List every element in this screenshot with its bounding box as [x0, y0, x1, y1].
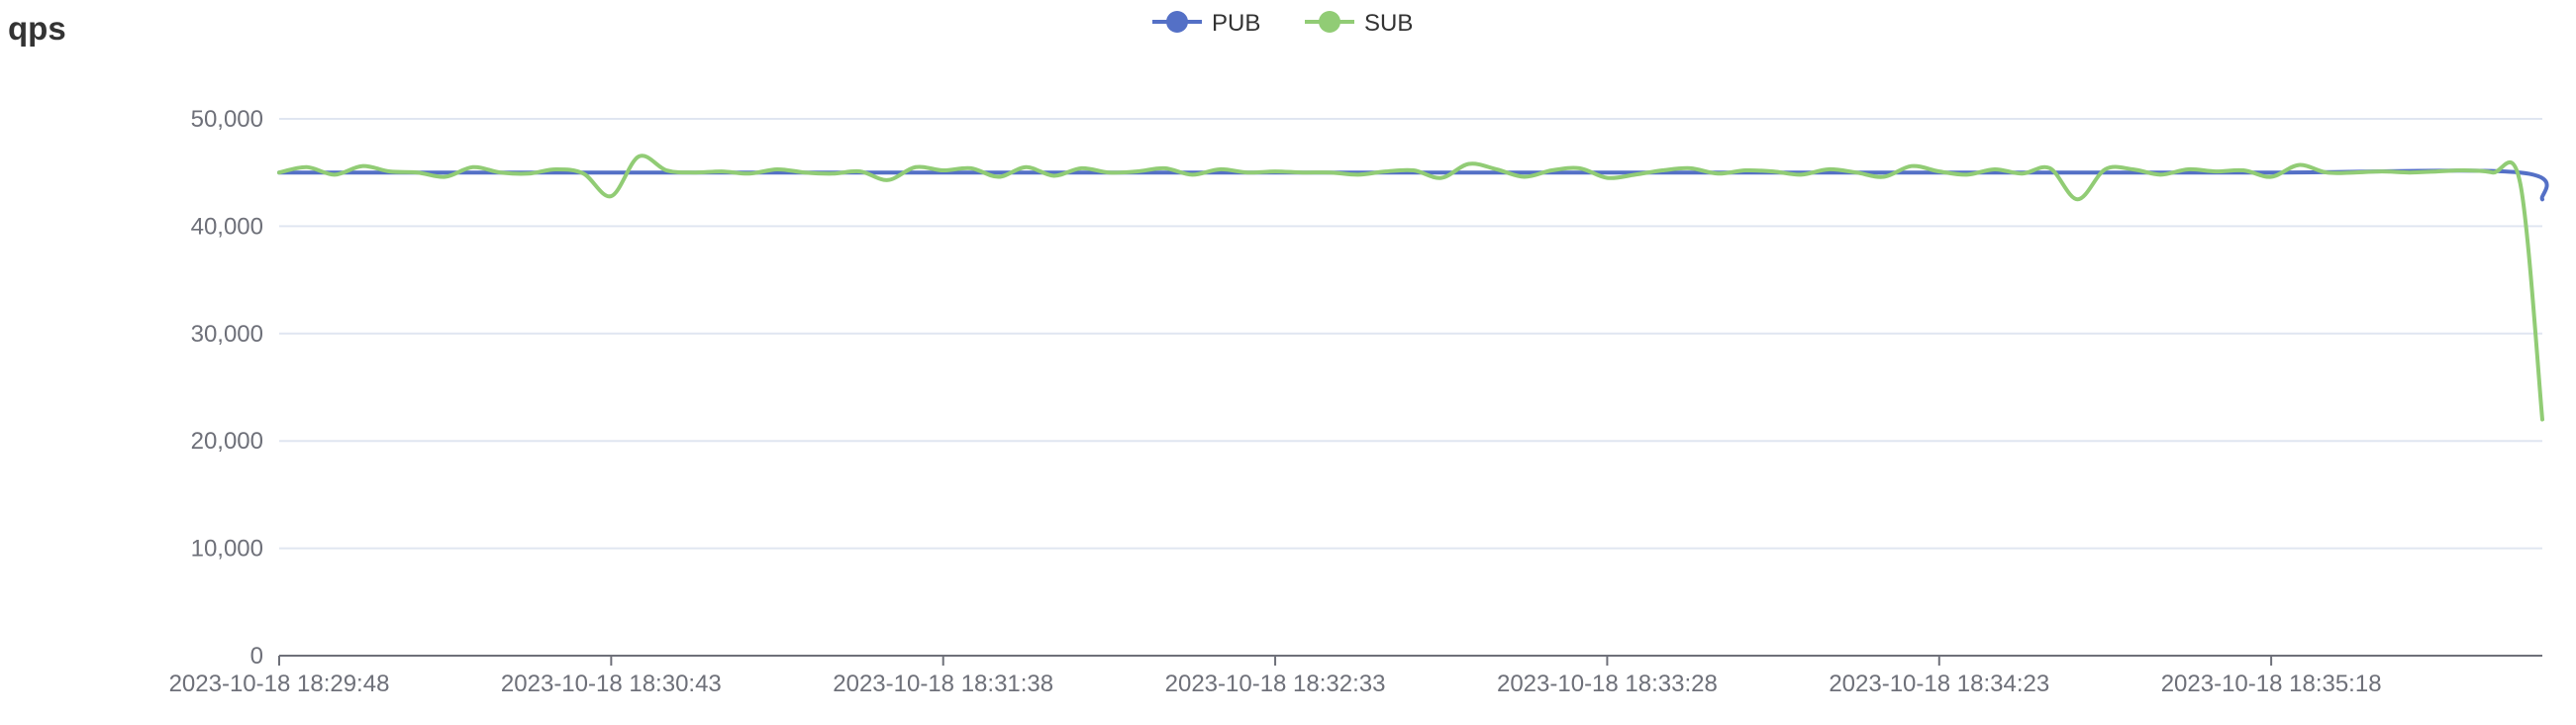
y-tick-label: 20,000	[191, 428, 263, 455]
y-tick-label: 50,000	[191, 106, 263, 133]
x-tick-label: 2023-10-18 18:29:48	[169, 671, 390, 697]
y-tick-label: 40,000	[191, 213, 263, 240]
x-tick-label: 2023-10-18 18:31:38	[833, 671, 1053, 697]
chart-title: qps	[8, 10, 66, 47]
x-tick-label: 2023-10-18 18:30:43	[501, 671, 722, 697]
y-tick-label: 0	[250, 643, 263, 670]
y-tick-label: 10,000	[191, 536, 263, 563]
legend-label: PUB	[1212, 10, 1260, 37]
legend-marker	[1166, 11, 1188, 33]
legend-item-pub: PUB	[1152, 10, 1260, 37]
series-line-sub	[277, 154, 2544, 422]
x-tick-label: 2023-10-18 18:33:28	[1497, 671, 1718, 697]
x-tick-label: 2023-10-18 18:35:18	[2161, 671, 2382, 697]
y-tick-label: 30,000	[191, 321, 263, 348]
x-tick-label: 2023-10-18 18:32:33	[1165, 671, 1386, 697]
legend-label: SUB	[1364, 10, 1413, 37]
x-tick-label: 2023-10-18 18:34:23	[1829, 671, 2049, 697]
legend-marker	[1319, 11, 1340, 33]
legend-item-sub: SUB	[1305, 10, 1413, 37]
